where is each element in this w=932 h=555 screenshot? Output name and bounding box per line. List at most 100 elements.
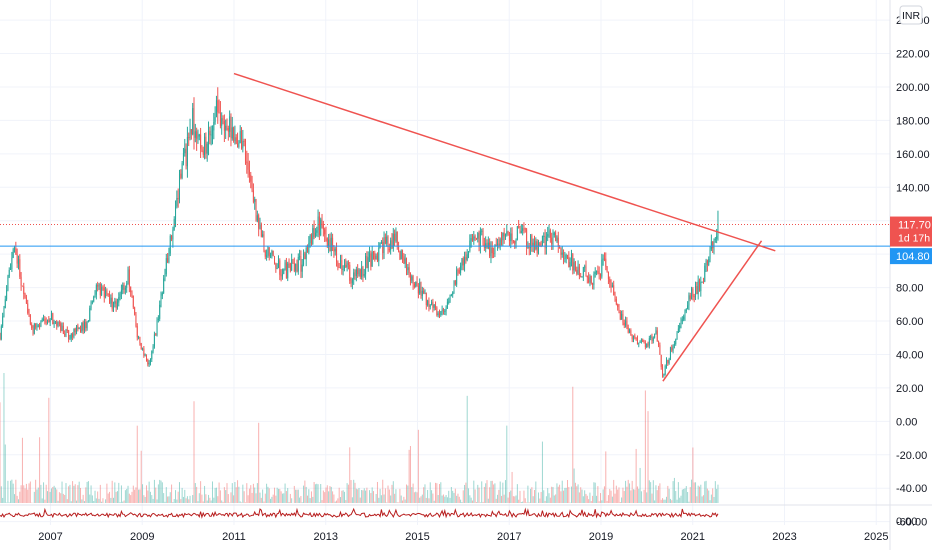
volume-bar: [81, 499, 82, 503]
candle-body: [7, 276, 8, 290]
volume-bar: [122, 502, 123, 503]
candle-body: [75, 329, 76, 333]
candle-body: [595, 272, 596, 274]
volume-bar: [96, 498, 97, 503]
candle-body: [289, 264, 290, 265]
candle-body: [638, 343, 639, 345]
volume-bar: [450, 498, 451, 503]
x-tick-label: 2019: [589, 531, 613, 543]
volume-bar: [481, 481, 482, 503]
candle-body: [267, 247, 268, 255]
volume-bar: [402, 500, 403, 503]
x-tick-label: 2023: [772, 531, 796, 543]
volume-bar: [435, 483, 436, 503]
candle-body: [399, 251, 400, 259]
candle-body: [259, 225, 260, 229]
volume-bar: [597, 486, 598, 503]
candle-body: [59, 322, 60, 323]
candle-body: [137, 326, 138, 337]
hline-price-label: 104.80: [890, 248, 932, 264]
candle-body: [648, 343, 649, 345]
volume-bar: [205, 494, 206, 503]
volume-bar: [88, 481, 89, 503]
volume-bar: [519, 491, 520, 503]
candle-body: [47, 319, 48, 322]
currency-badge[interactable]: INR: [900, 6, 922, 24]
candle-body: [440, 311, 441, 315]
candle-body: [296, 264, 297, 272]
volume-bar: [406, 485, 407, 503]
candle-body: [649, 338, 650, 345]
y-tick-label: -40.00: [896, 483, 927, 495]
volume-bar: [681, 496, 682, 503]
volume-bar: [613, 480, 614, 503]
candle-body: [104, 288, 105, 298]
candle-body: [316, 230, 317, 232]
volume-bar: [691, 480, 692, 503]
volume-bar: [217, 496, 218, 503]
candle-body: [651, 336, 652, 341]
volume-bar: [533, 496, 534, 503]
candle-body: [19, 259, 20, 277]
candle-body: [448, 302, 449, 303]
volume-bar: [716, 489, 717, 503]
volume-bar: [312, 497, 313, 503]
candle-body: [187, 137, 188, 166]
candle-body: [183, 153, 184, 163]
candle-body: [642, 339, 643, 342]
volume-bar: [196, 487, 197, 503]
ascending-trendline[interactable]: [663, 241, 762, 381]
volume-bar: [344, 492, 345, 503]
volume-bar: [105, 499, 106, 503]
volume-bar: [65, 483, 66, 503]
candle-body: [72, 334, 73, 337]
candle-body: [68, 330, 69, 339]
candle-body: [227, 126, 228, 128]
volume-bar: [479, 488, 480, 503]
candle-body: [659, 345, 660, 355]
candle-body: [209, 131, 210, 135]
candle-body: [691, 289, 692, 300]
volume-bar: [543, 490, 544, 503]
volume-bar: [628, 480, 629, 503]
candle-body: [683, 317, 684, 320]
candle-body: [438, 313, 439, 315]
volume-bar: [587, 496, 588, 503]
candle-body: [40, 321, 41, 327]
volume-bar: [125, 490, 126, 503]
volume-bar: [133, 486, 134, 503]
volume-bar: [692, 447, 693, 503]
volume-bar: [542, 442, 543, 503]
candle-body: [29, 313, 30, 315]
candle-body: [194, 108, 195, 138]
volume-bar: [464, 485, 465, 503]
candle-body: [357, 269, 358, 274]
candle-body: [381, 242, 382, 243]
volume-bar: [352, 497, 353, 503]
candle-body: [446, 309, 447, 311]
candle-body: [401, 251, 402, 260]
volume-bar: [608, 495, 609, 503]
candle-body: [529, 247, 530, 248]
volume-bar: [488, 499, 489, 503]
candle-body: [195, 131, 196, 137]
candle-body: [450, 295, 451, 302]
candle-body: [17, 254, 18, 263]
volume-bar: [517, 484, 518, 503]
candle-body: [252, 182, 253, 191]
volume-bar: [576, 486, 577, 503]
candle-body: [30, 315, 31, 324]
volume-bar: [159, 480, 160, 503]
volume-bar: [529, 502, 530, 503]
volume-bar: [13, 484, 14, 503]
volume-bar: [314, 482, 315, 503]
volume-bar: [642, 502, 643, 503]
volume-bar: [93, 501, 94, 503]
volume-bar: [147, 490, 148, 503]
candle-body: [10, 269, 11, 270]
volume-bar: [101, 502, 102, 503]
volume-bar: [175, 490, 176, 503]
candle-body: [200, 135, 201, 149]
